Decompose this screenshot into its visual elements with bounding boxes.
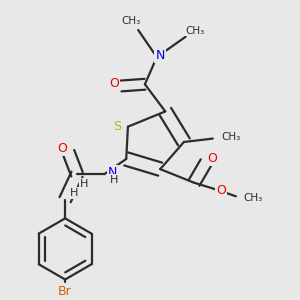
Text: Br: Br [58,285,72,298]
Text: H: H [69,188,78,198]
Text: O: O [110,77,119,90]
Text: CH₃: CH₃ [243,193,262,203]
Text: CH₃: CH₃ [185,26,205,36]
Text: CH₃: CH₃ [221,132,241,142]
Text: O: O [216,184,226,197]
Text: CH₃: CH₃ [122,16,141,26]
Text: O: O [58,142,67,155]
Text: S: S [113,119,121,133]
Text: H: H [110,175,118,185]
Text: N: N [108,166,118,179]
Text: O: O [207,152,217,165]
Text: N: N [155,49,165,62]
Text: H: H [80,179,89,189]
